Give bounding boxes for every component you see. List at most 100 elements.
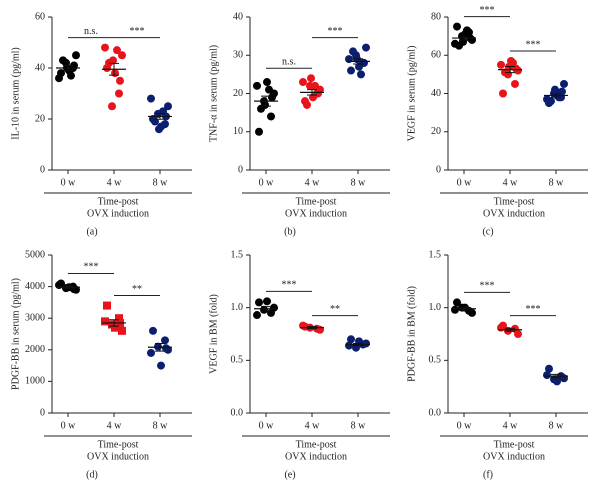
y-tick-label: 10 — [233, 126, 243, 137]
data-point — [311, 81, 319, 90]
data-point — [115, 89, 123, 98]
error-bar — [551, 373, 561, 379]
y-tick-label: 5000 — [25, 249, 45, 260]
y-tick-label: 4000 — [25, 281, 45, 292]
y-axis-label: PDGF-BB in BM (fold) — [406, 286, 417, 382]
x-tick-label: 4 w — [305, 420, 321, 431]
x-tick-label: 0 w — [61, 177, 77, 188]
x-tick-label: 8 w — [351, 177, 367, 188]
data-point — [347, 66, 355, 75]
data-point — [103, 301, 111, 310]
panel-label: (f) — [483, 469, 493, 480]
error-bar — [109, 319, 119, 327]
sig-label: *** — [328, 26, 343, 37]
data-point — [147, 348, 155, 357]
data-point — [461, 303, 469, 312]
data-point — [255, 127, 263, 136]
data-point — [468, 308, 476, 317]
y-tick-label: 40 — [35, 62, 45, 73]
y-tick-label: 30 — [233, 50, 243, 61]
x-axis-label: OVX induction — [483, 208, 545, 219]
data-point — [268, 93, 276, 102]
x-tick-label: 4 w — [503, 177, 519, 188]
data-point — [147, 94, 155, 103]
data-point — [151, 117, 159, 126]
x-axis-label: OVX induction — [285, 208, 347, 219]
data-point — [553, 377, 561, 386]
data-point — [314, 89, 322, 98]
data-point — [108, 102, 116, 111]
y-tick-label: 0 — [238, 164, 243, 175]
data-point — [451, 305, 459, 314]
y-tick-label: 0.5 — [429, 355, 442, 366]
panel-label: (a) — [86, 226, 97, 237]
x-tick-label: 4 w — [503, 420, 519, 431]
y-tick-label: 0.0 — [429, 407, 442, 418]
x-tick-label: 0 w — [457, 420, 473, 431]
x-axis-label: Time-post — [494, 196, 535, 207]
sig-label: *** — [526, 304, 541, 315]
x-tick-label: 0 w — [259, 177, 275, 188]
x-axis-label: OVX induction — [285, 451, 347, 462]
panel-label: (c) — [482, 226, 493, 237]
error-bar — [109, 62, 119, 76]
data-point — [253, 311, 261, 320]
x-tick-label: 4 w — [305, 177, 321, 188]
y-axis-label: PDGF-BB in serum (pg/ml) — [10, 278, 21, 390]
y-tick-label: 0 — [40, 164, 45, 175]
data-point — [263, 78, 271, 87]
data-point — [101, 317, 109, 326]
y-tick-label: 20 — [233, 88, 243, 99]
x-tick-label: 0 w — [259, 420, 275, 431]
data-point — [253, 81, 261, 90]
sig-label: *** — [480, 281, 495, 292]
y-axis-label: TNF-α in serum (pg/ml) — [208, 45, 219, 142]
data-point — [463, 26, 471, 35]
x-axis-label: Time-post — [98, 439, 139, 450]
x-tick-label: 0 w — [457, 177, 473, 188]
data-point — [116, 76, 124, 85]
data-point — [101, 43, 109, 52]
data-point — [255, 298, 263, 307]
sig-label: ** — [132, 284, 142, 295]
data-point — [511, 79, 519, 88]
data-point — [270, 303, 278, 312]
x-axis-label: Time-post — [98, 196, 139, 207]
sig-label: *** — [480, 5, 495, 16]
y-tick-label: 20 — [35, 113, 45, 124]
data-point — [497, 60, 505, 69]
error-bar — [261, 95, 271, 107]
y-tick-label: 20 — [431, 126, 441, 137]
y-tick-label: 1000 — [25, 376, 45, 387]
data-point — [164, 102, 172, 111]
x-axis-label: OVX induction — [483, 451, 545, 462]
error-bar — [353, 58, 363, 65]
y-tick-label: 1.0 — [231, 302, 244, 313]
panel-label: (d) — [86, 469, 98, 480]
data-point — [459, 37, 467, 46]
y-tick-label: 40 — [233, 11, 243, 22]
data-point — [547, 97, 555, 106]
error-bar — [505, 327, 515, 332]
data-point — [560, 79, 568, 88]
error-bar — [307, 89, 317, 96]
data-point — [155, 125, 163, 134]
y-tick-label: 1.5 — [231, 249, 244, 260]
x-tick-label: 8 w — [549, 177, 565, 188]
error-bar — [155, 342, 165, 352]
x-tick-label: 8 w — [153, 177, 169, 188]
panel-label: (b) — [284, 226, 296, 237]
data-point — [67, 71, 75, 80]
data-point — [261, 100, 269, 109]
error-bar — [353, 342, 363, 347]
x-axis-label: Time-post — [494, 439, 535, 450]
data-point — [149, 326, 157, 335]
x-tick-label: 8 w — [351, 420, 367, 431]
data-point — [265, 85, 273, 94]
data-point — [118, 326, 126, 335]
panel-label: (e) — [284, 469, 295, 480]
data-point — [111, 323, 119, 332]
y-axis-label: IL-10 in serum (pg/ml) — [10, 47, 21, 139]
data-point — [360, 58, 368, 67]
